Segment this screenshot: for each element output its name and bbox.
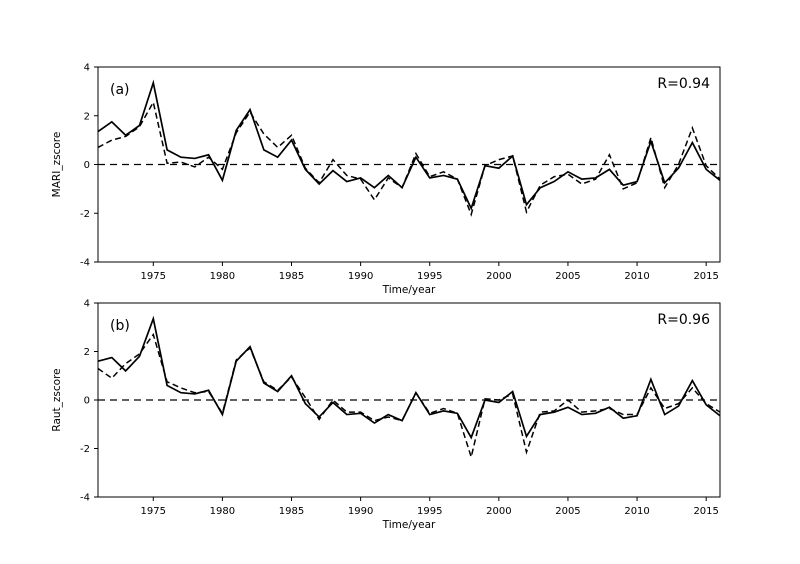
y-tick-label: -4 xyxy=(80,258,90,269)
correlation-annotation: R=0.94 xyxy=(657,76,710,92)
x-tick-label: 2000 xyxy=(486,271,511,282)
x-tick-label: 1980 xyxy=(210,271,235,282)
y-tick-label: 0 xyxy=(84,160,90,171)
x-tick-label: 2010 xyxy=(624,506,649,517)
x-tick-label: 1995 xyxy=(417,506,442,517)
y-tick-label: 2 xyxy=(84,111,90,122)
x-tick-label: 1990 xyxy=(348,506,373,517)
panel-tag: (b) xyxy=(110,318,130,334)
y-tick-label: 4 xyxy=(84,63,90,74)
x-tick-label: 2015 xyxy=(693,271,718,282)
x-tick-label: 2005 xyxy=(555,271,580,282)
x-axis-label: Time/year xyxy=(382,519,436,531)
x-axis-label: Time/year xyxy=(382,284,436,296)
x-tick-label: 1980 xyxy=(210,506,235,517)
y-axis-label: Raut_zscore xyxy=(51,368,63,431)
y-tick-label: 2 xyxy=(84,347,90,358)
panel-tag: (a) xyxy=(110,82,130,98)
x-tick-label: 1975 xyxy=(141,271,166,282)
x-tick-label: 1995 xyxy=(417,271,442,282)
dashed-line-series xyxy=(97,332,721,460)
y-tick-label: -2 xyxy=(80,444,90,455)
y-axis-label: MARI_zscore xyxy=(51,132,63,198)
dashed-line-series xyxy=(97,100,721,217)
y-tick-label: -4 xyxy=(80,493,90,504)
x-tick-label: 2010 xyxy=(624,271,649,282)
x-tick-label: 2015 xyxy=(693,506,718,517)
x-tick-label: 1990 xyxy=(348,271,373,282)
y-tick-label: 4 xyxy=(84,299,90,310)
x-tick-label: 2005 xyxy=(555,506,580,517)
y-tick-label: -2 xyxy=(80,209,90,220)
solid-line-series xyxy=(97,315,721,440)
x-tick-label: 1985 xyxy=(279,271,304,282)
y-tick-label: 0 xyxy=(84,396,90,407)
solid-line-series xyxy=(97,79,721,211)
x-tick-label: 1975 xyxy=(141,506,166,517)
correlation-annotation: R=0.96 xyxy=(657,312,710,328)
x-tick-label: 1985 xyxy=(279,506,304,517)
x-tick-label: 2000 xyxy=(486,506,511,517)
